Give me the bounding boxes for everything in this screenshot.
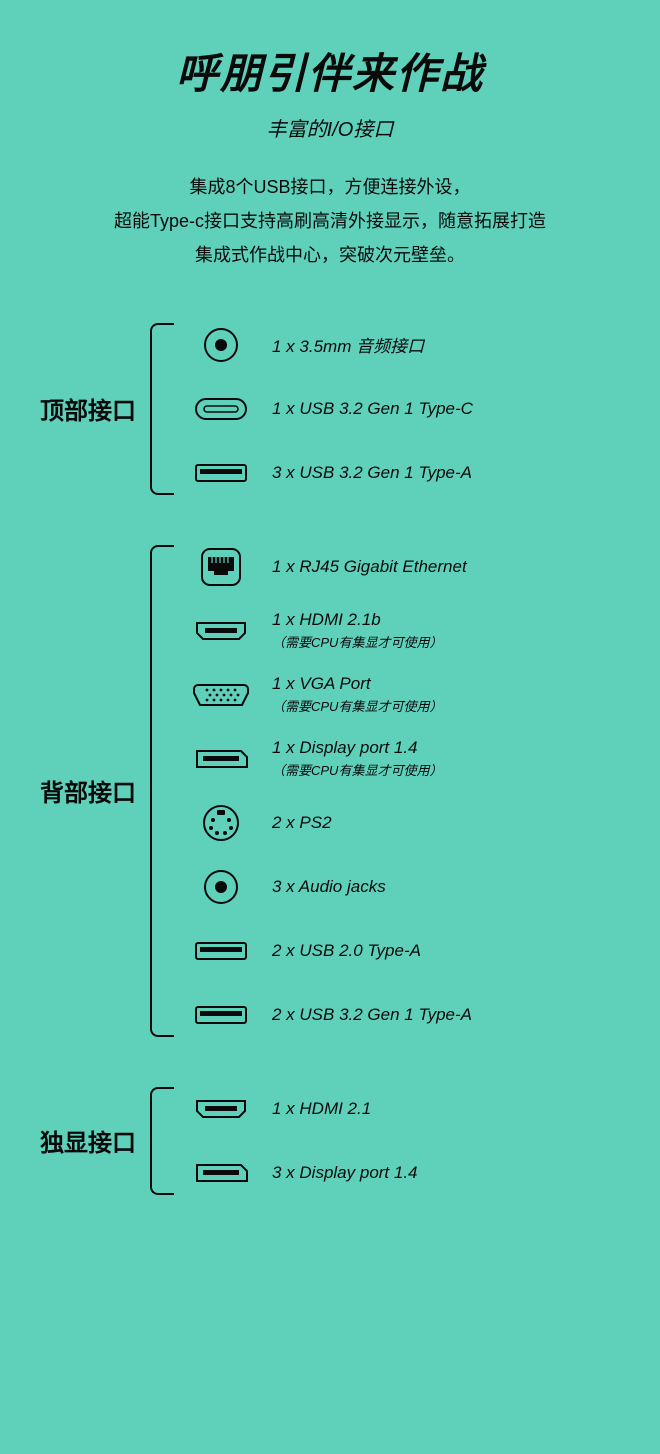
port-section: 独显接口 1 x HDMI 2.1 3 x Display port 1.4 (30, 1087, 630, 1195)
section-label: 独显接口 (40, 1123, 150, 1158)
dp-icon (192, 1151, 250, 1195)
port-row: 2 x PS2 (192, 801, 630, 845)
port-row: 1 x HDMI 2.1 (192, 1087, 630, 1131)
dp-icon (192, 737, 250, 781)
port-label: 3 x USB 3.2 Gen 1 Type-A (272, 463, 472, 483)
usb-a-icon (192, 929, 250, 973)
usb-c-icon (192, 387, 250, 431)
port-row: 1 x Display port 1.4 （需要CPU有集显才可使用） (192, 737, 630, 781)
rj45-icon (192, 545, 250, 589)
desc-line: 集成式作战中心，突破次元壁垒。 (195, 245, 465, 265)
port-row: 2 x USB 3.2 Gen 1 Type-A (192, 993, 630, 1037)
port-label: 2 x USB 2.0 Type-A (272, 941, 421, 961)
desc-line: 集成8个USB接口，方便连接外设， (189, 177, 470, 197)
page-title: 呼朋引伴来作战 (30, 40, 630, 101)
port-label: 1 x 3.5mm 音频接口 (272, 332, 424, 357)
port-label: 1 x VGA Port (272, 674, 442, 694)
section-label: 背部接口 (40, 773, 150, 808)
bracket (150, 545, 174, 1037)
bracket (150, 1087, 174, 1195)
port-label: 2 x USB 3.2 Gen 1 Type-A (272, 1005, 472, 1025)
hdmi-icon (192, 1087, 250, 1131)
port-row: 3 x Display port 1.4 (192, 1151, 630, 1195)
port-label: 1 x HDMI 2.1b (272, 610, 442, 630)
page-description: 集成8个USB接口，方便连接外设， 超能Type-c接口支持高刷高清外接显示，随… (50, 170, 610, 273)
port-row: 2 x USB 2.0 Type-A (192, 929, 630, 973)
port-row: 1 x VGA Port （需要CPU有集显才可使用） (192, 673, 630, 717)
port-note: （需要CPU有集显才可使用） (272, 696, 442, 715)
port-section: 顶部接口 1 x 3.5mm 音频接口 1 x USB 3.2 Gen 1 Type… (30, 323, 630, 495)
page-subtitle: 丰富的I/O接口 (30, 113, 630, 142)
port-row: 1 x USB 3.2 Gen 1 Type-C (192, 387, 630, 431)
port-label: 3 x Display port 1.4 (272, 1163, 418, 1183)
port-row: 1 x RJ45 Gigabit Ethernet (192, 545, 630, 589)
port-note: （需要CPU有集显才可使用） (272, 760, 442, 779)
hdmi-icon (192, 609, 250, 653)
usb-a-icon (192, 451, 250, 495)
port-label: 3 x Audio jacks (272, 877, 386, 897)
section-label: 顶部接口 (40, 391, 150, 426)
port-label: 2 x PS2 (272, 813, 332, 833)
port-row: 3 x USB 3.2 Gen 1 Type-A (192, 451, 630, 495)
port-row: 1 x 3.5mm 音频接口 (192, 323, 630, 367)
port-row: 3 x Audio jacks (192, 865, 630, 909)
usb-a-icon (192, 993, 250, 1037)
port-section: 背部接口 1 x RJ45 Gigabit Ethernet 1 x HDMI 2.… (30, 545, 630, 1037)
port-label: 1 x HDMI 2.1 (272, 1099, 371, 1119)
port-label: 1 x Display port 1.4 (272, 738, 442, 758)
ps2-icon (192, 801, 250, 845)
bracket (150, 323, 174, 495)
vga-icon (192, 673, 250, 717)
audio-jack-icon (192, 323, 250, 367)
desc-line: 超能Type-c接口支持高刷高清外接显示，随意拓展打造 (114, 211, 546, 231)
port-note: （需要CPU有集显才可使用） (272, 632, 442, 651)
port-label: 1 x USB 3.2 Gen 1 Type-C (272, 399, 473, 419)
port-label: 1 x RJ45 Gigabit Ethernet (272, 557, 467, 577)
port-row: 1 x HDMI 2.1b （需要CPU有集显才可使用） (192, 609, 630, 653)
audio-jack-icon (192, 865, 250, 909)
